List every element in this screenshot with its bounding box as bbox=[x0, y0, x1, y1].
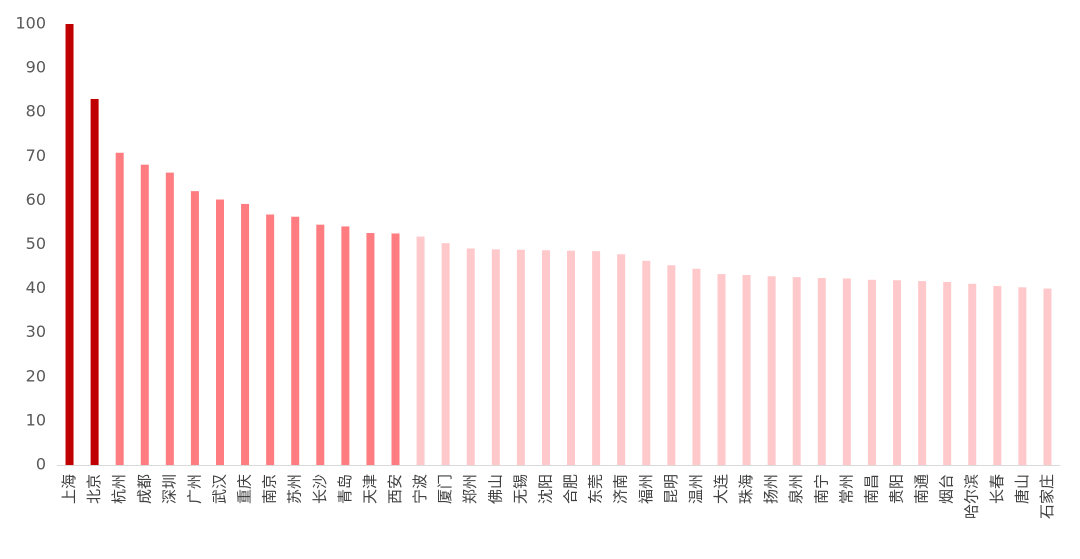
bar bbox=[943, 281, 952, 465]
x-tick-label: 常州 bbox=[837, 474, 855, 504]
bar bbox=[968, 283, 977, 465]
bar bbox=[617, 254, 626, 465]
bar bbox=[65, 24, 74, 465]
x-tick-label: 沈阳 bbox=[536, 474, 554, 504]
bar bbox=[341, 226, 350, 465]
y-tick-label: 10 bbox=[26, 410, 46, 429]
x-tick-label: 北京 bbox=[85, 474, 103, 504]
bar bbox=[717, 274, 726, 465]
x-tick-label: 济南 bbox=[612, 474, 630, 504]
bar bbox=[366, 233, 375, 465]
x-tick-label: 扬州 bbox=[762, 474, 780, 504]
bar bbox=[993, 285, 1002, 465]
bar bbox=[291, 216, 300, 465]
bar bbox=[642, 260, 651, 465]
x-tick-label: 深圳 bbox=[160, 474, 178, 504]
y-tick-label: 20 bbox=[26, 366, 46, 385]
y-tick-label: 50 bbox=[26, 234, 46, 253]
x-tick-label: 南宁 bbox=[812, 474, 830, 504]
x-tick-label: 武汉 bbox=[210, 474, 228, 504]
bar bbox=[215, 199, 224, 465]
bar bbox=[516, 249, 525, 465]
y-tick-label: 90 bbox=[26, 58, 46, 77]
bar bbox=[742, 274, 751, 465]
x-tick-label: 昆明 bbox=[662, 474, 680, 504]
x-tick-label: 福州 bbox=[637, 474, 655, 504]
bar bbox=[1018, 287, 1027, 465]
bar bbox=[817, 278, 826, 465]
bar bbox=[190, 191, 199, 465]
x-tick-label: 西安 bbox=[386, 474, 404, 504]
x-tick-label: 唐山 bbox=[1013, 474, 1031, 504]
x-tick-label: 大连 bbox=[712, 474, 730, 504]
x-tick-label: 南昌 bbox=[862, 474, 880, 504]
x-tick-label: 广州 bbox=[185, 474, 203, 504]
bar bbox=[1043, 288, 1052, 465]
x-tick-label: 苏州 bbox=[286, 474, 304, 504]
bar bbox=[867, 279, 876, 465]
x-tick-label: 泉州 bbox=[787, 474, 805, 504]
bar bbox=[391, 233, 400, 465]
bar bbox=[567, 250, 576, 465]
bar bbox=[842, 278, 851, 465]
bar bbox=[692, 268, 701, 465]
bar bbox=[893, 280, 902, 465]
y-tick-label: 40 bbox=[26, 278, 46, 297]
y-tick-label: 30 bbox=[26, 322, 46, 341]
x-tick-label: 长春 bbox=[988, 474, 1006, 504]
bar bbox=[165, 172, 174, 465]
bar bbox=[466, 248, 475, 465]
x-tick-label: 重庆 bbox=[236, 474, 254, 504]
x-tick-label: 贵阳 bbox=[888, 474, 906, 504]
x-tick-label: 东莞 bbox=[587, 474, 605, 504]
bar bbox=[441, 243, 450, 465]
x-tick-label: 杭州 bbox=[110, 474, 128, 504]
y-tick-label: 70 bbox=[26, 146, 46, 165]
bar bbox=[491, 249, 500, 465]
x-tick-label: 珠海 bbox=[737, 474, 755, 504]
x-tick-label: 合肥 bbox=[562, 474, 580, 504]
y-tick-label: 100 bbox=[15, 14, 46, 33]
x-tick-label: 石家庄 bbox=[1038, 474, 1056, 519]
bar bbox=[667, 265, 676, 465]
bar bbox=[541, 250, 550, 465]
bar bbox=[416, 236, 425, 465]
x-tick-label: 郑州 bbox=[461, 474, 479, 504]
bar bbox=[140, 164, 149, 465]
bar bbox=[767, 276, 776, 465]
x-tick-label: 成都 bbox=[135, 474, 153, 504]
bar bbox=[266, 214, 275, 465]
x-tick-label: 长沙 bbox=[311, 474, 329, 504]
bar bbox=[316, 224, 325, 465]
y-tick-label: 80 bbox=[26, 102, 46, 121]
bar bbox=[90, 98, 99, 465]
x-tick-label: 上海 bbox=[60, 474, 78, 504]
x-tick-label: 南京 bbox=[261, 474, 279, 504]
x-tick-label: 宁波 bbox=[411, 474, 429, 504]
x-tick-label: 哈尔滨 bbox=[963, 474, 981, 519]
bar bbox=[241, 203, 250, 466]
y-tick-label: 0 bbox=[36, 455, 46, 474]
x-tick-label: 厦门 bbox=[436, 474, 454, 504]
bar bbox=[115, 152, 124, 465]
x-tick-label: 青岛 bbox=[336, 474, 354, 504]
x-tick-label: 天津 bbox=[361, 474, 379, 504]
x-tick-label: 无锡 bbox=[511, 474, 529, 504]
x-tick-label: 佛山 bbox=[486, 474, 504, 504]
x-tick-label: 南通 bbox=[913, 474, 931, 504]
x-tick-label: 烟台 bbox=[938, 474, 956, 504]
bar bbox=[918, 281, 927, 465]
bar bbox=[792, 277, 801, 465]
x-tick-label: 温州 bbox=[687, 474, 705, 504]
y-tick-label: 60 bbox=[26, 190, 46, 209]
bar bbox=[592, 251, 601, 465]
